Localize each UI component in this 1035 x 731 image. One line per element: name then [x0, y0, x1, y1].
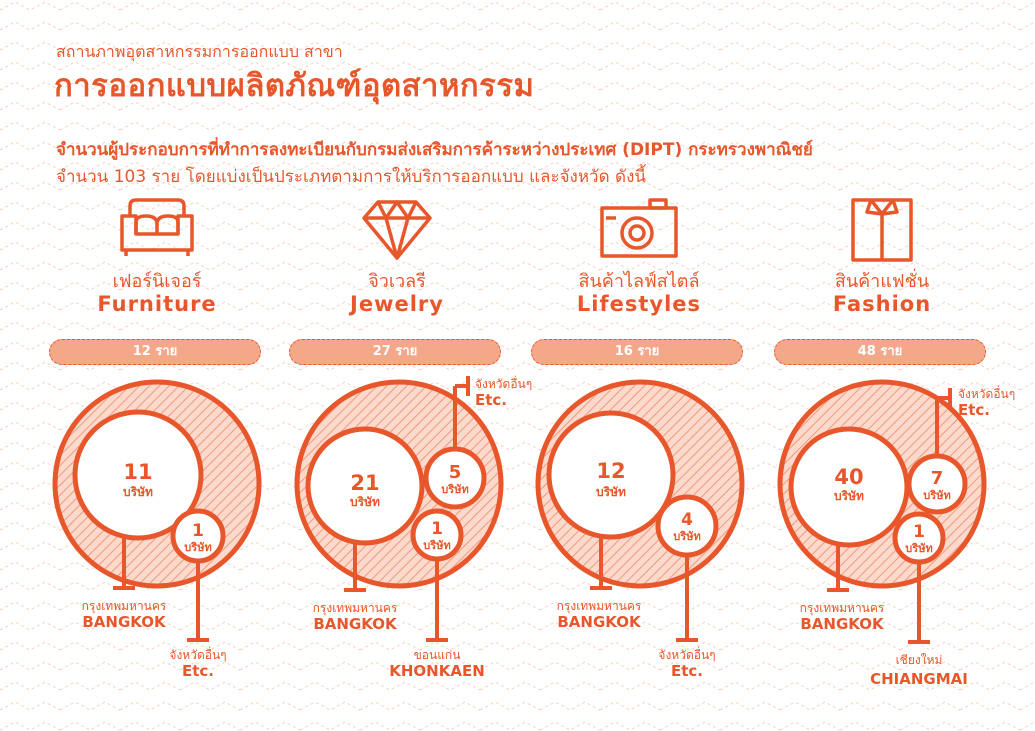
category-name-en: Jewelry: [350, 292, 444, 316]
page-title: การออกแบบผลิตภัณฑ์อุตสาหกรรม: [54, 68, 535, 104]
city-en: BANGKOK: [82, 613, 167, 631]
unit-label: บริษัท: [350, 495, 380, 509]
category-name-th: สินค้าไลฟ์สไตล์: [578, 271, 700, 292]
category-total-badge: 48 ราย: [774, 339, 986, 365]
count-etc: 7: [931, 468, 944, 489]
camera-icon: [600, 198, 678, 258]
description-line-2: จำนวน 103 ราย โดยแบ่งเป็นประเภทตามการให้…: [56, 167, 647, 187]
category-name-th: เฟอร์นิเจอร์: [112, 271, 202, 292]
city-th: กรุงเทพมหานคร: [800, 601, 885, 616]
shirt-icon: [851, 198, 913, 262]
city-th: กรุงเทพมหานคร: [82, 599, 167, 614]
city-th: กรุงเทพมหานคร: [313, 601, 398, 616]
count-chiangmai: 1: [913, 522, 925, 542]
city-th: กรุงเทพมหานคร: [557, 599, 642, 614]
category-name-en: Furniture: [97, 292, 217, 316]
city-en: Etc.: [475, 391, 507, 409]
diagram-jewelry: 21 บริษัท 5 บริษัท 1 บริษัท กรุงเทพมหานค…: [294, 375, 532, 680]
count-khonkaen: 1: [431, 519, 443, 539]
bubble-bangkok: [546, 410, 676, 540]
description-line-1: จำนวนผู้ประกอบการที่ทำการลงทะเบียนกับกรม…: [56, 140, 813, 160]
city-en: Etc.: [958, 401, 990, 419]
city-th: จังหวัดอื่นๆ: [958, 385, 1015, 401]
leader-line: [344, 376, 470, 642]
city-en: CHIANGMAI: [870, 670, 968, 688]
leader-line: [590, 537, 698, 642]
leader-line: [113, 537, 209, 642]
category-name-th: สินค้าแฟชั่น: [834, 271, 930, 292]
page-subtitle: สถานภาพอุตสาหกรรมการออกแบบ สาขา: [56, 42, 343, 61]
city-en: Etc.: [671, 662, 703, 680]
category-name-en: Fashion: [832, 292, 932, 316]
city-en: Etc.: [182, 662, 214, 680]
diamond-icon: [362, 200, 432, 260]
bubble-bangkok: [72, 409, 204, 541]
unit-label: บริษัท: [123, 485, 153, 499]
city-th: จังหวัดอื่นๆ: [475, 375, 532, 391]
city-en: BANGKOK: [557, 613, 642, 631]
bubble-bangkok: [305, 426, 425, 546]
count-bangkok: 40: [834, 465, 863, 489]
unit-label: บริษัท: [673, 530, 700, 543]
leader-line: [827, 388, 952, 644]
count-bangkok: 12: [596, 459, 625, 483]
unit-label: บริษัท: [184, 541, 211, 554]
category-name-th: จิวเวลรี: [368, 271, 426, 292]
category-total-badge: 27 ราย: [289, 339, 501, 365]
city-en: BANGKOK: [800, 615, 885, 633]
count-bangkok: 21: [350, 471, 379, 495]
city-th: จังหวัดอื่นๆ: [658, 646, 715, 662]
sofa-icon: [120, 198, 194, 256]
unit-label: บริษัท: [834, 489, 864, 503]
city-th: จังหวัดอื่นๆ: [169, 646, 226, 662]
diagram-furniture: 11 บริษัท 1 บริษัท กรุงเทพมหานคร BANGKOK…: [52, 379, 262, 680]
diagram-fashion: 40 บริษัท 7 บริษัท 1 บริษัท กรุงเทพมหานค…: [777, 379, 1015, 688]
city-en: KHONKAEN: [389, 662, 485, 680]
unit-label: บริษัท: [596, 485, 626, 499]
category-name-en: Lifestyles: [576, 292, 702, 316]
count-etc: 5: [449, 462, 462, 483]
unit-label: บริษัท: [423, 539, 450, 552]
diagram-lifestyles: 12 บริษัท 4 บริษัท กรุงเทพมหานคร BANGKOK…: [535, 379, 745, 680]
unit-label: บริษัท: [441, 483, 468, 496]
city-th: ขอนแก่น: [414, 648, 461, 662]
count-etc: 4: [681, 510, 693, 530]
unit-label: บริษัท: [923, 489, 950, 502]
unit-label: บริษัท: [905, 542, 932, 555]
city-th: เชียงใหม่: [896, 653, 943, 667]
count-etc: 1: [192, 521, 204, 541]
category-total-badge: 16 ราย: [531, 339, 743, 365]
city-en: BANGKOK: [313, 615, 398, 633]
count-bangkok: 11: [123, 460, 152, 484]
category-total-badge: 12 ราย: [49, 339, 261, 365]
